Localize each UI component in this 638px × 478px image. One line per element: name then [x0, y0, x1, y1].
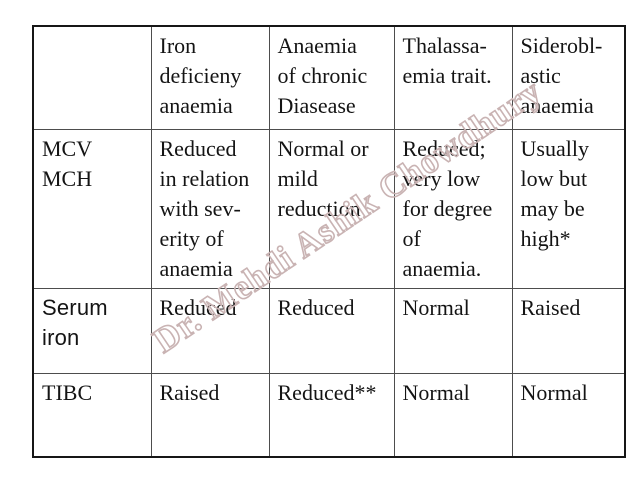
header-cell-iron-deficiency-anaemia: Iron deficieny anaemia — [150, 25, 270, 130]
table-row-serum-iron: Serum iron Reduced Reduced Normal Raised — [32, 287, 626, 374]
header-cell-empty — [32, 25, 152, 130]
header-cell-sideroblastic-anaemia: Siderobl- astic anaemia — [511, 25, 626, 130]
cell-tibc-sideroblastic: Normal — [511, 372, 626, 458]
cell-serum-sideroblastic: Raised — [511, 287, 626, 374]
row-label-mcv-mch: MCV MCH — [32, 128, 152, 289]
cell-tibc-chronic-disease: Reduced** — [268, 372, 395, 458]
cell-tibc-thalassaemia: Normal — [393, 372, 513, 458]
header-cell-anaemia-of-chronic-disease: Anaemia of chronic Diasease — [268, 25, 395, 130]
table-header-row: Iron deficieny anaemia Anaemia of chroni… — [32, 25, 626, 130]
cell-serum-chronic-disease: Reduced — [268, 287, 395, 374]
anaemia-comparison-table: Iron deficieny anaemia Anaemia of chroni… — [32, 25, 626, 458]
table-row-tibc: TIBC Raised Reduced** Normal Normal — [32, 372, 626, 458]
row-label-tibc: TIBC — [32, 372, 152, 458]
cell-mcv-sideroblastic: Usually low but may be high* — [511, 128, 626, 289]
cell-tibc-iron-deficiency: Raised — [150, 372, 270, 458]
header-cell-thalassaemia-trait: Thalassa- emia trait. — [393, 25, 513, 130]
cell-mcv-iron-deficiency: Reduced in relation with sev- erity of a… — [150, 128, 270, 289]
row-label-serum-iron: Serum iron — [32, 287, 152, 374]
table-row-mcv-mch: MCV MCH Reduced in relation with sev- er… — [32, 128, 626, 289]
cell-serum-thalassaemia: Normal — [393, 287, 513, 374]
cell-mcv-chronic-disease: Normal or mild reduction — [268, 128, 395, 289]
cell-mcv-thalassaemia: Reduced; very low for degree of anaemia. — [393, 128, 513, 289]
cell-serum-iron-deficiency: Reduced — [150, 287, 270, 374]
